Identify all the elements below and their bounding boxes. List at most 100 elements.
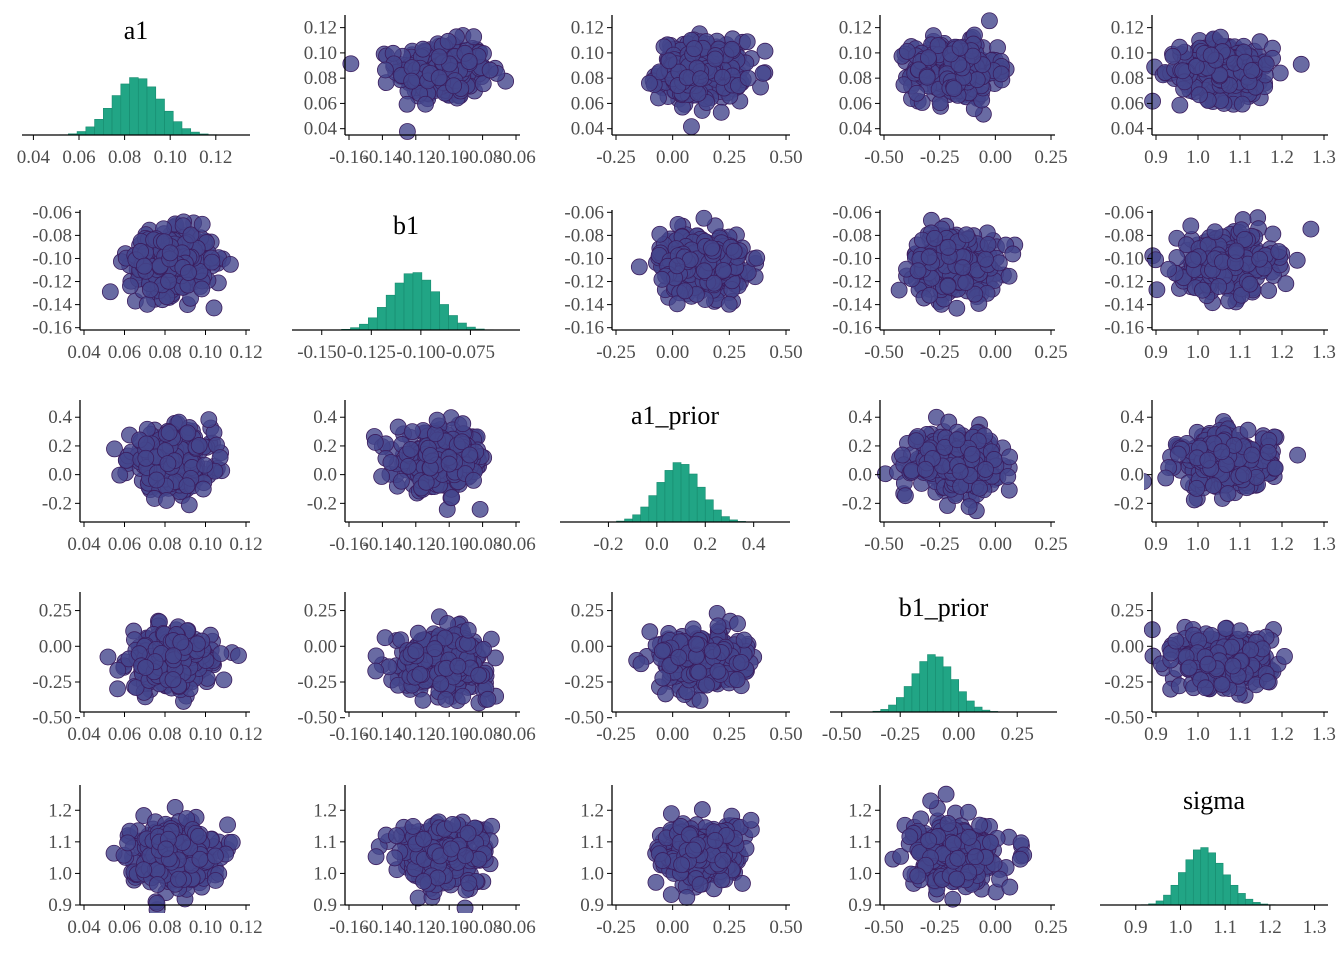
scatter-point — [1278, 276, 1294, 292]
scatter-point — [909, 85, 925, 101]
y-tick-label: -0.12 — [832, 272, 872, 293]
scatter-point — [138, 450, 154, 466]
scatter-point — [165, 672, 181, 688]
scatter-point — [980, 237, 996, 253]
y-tick-label: 0.25 — [304, 601, 337, 622]
y-tick-label: 0.0 — [313, 465, 337, 486]
histogram-bar — [138, 79, 147, 135]
scatter-points — [368, 609, 504, 711]
histogram-bar — [404, 274, 413, 330]
y-tick-label: -0.08 — [32, 225, 72, 246]
x-tick-label: -0.25 — [596, 147, 636, 168]
scatter-point — [1228, 243, 1244, 259]
scatter-point — [180, 425, 196, 441]
scatter-point — [1293, 56, 1309, 72]
histogram-bar — [413, 273, 422, 330]
scatter-point — [927, 230, 943, 246]
y-tick-label: 0.00 — [304, 636, 337, 657]
scatter-point — [161, 424, 177, 440]
x-tick-label: -0.125 — [347, 342, 396, 363]
y-tick-label: -0.2 — [842, 493, 872, 514]
y-tick-label: -0.10 — [32, 248, 72, 269]
x-tick-label: 0.04 — [67, 342, 101, 363]
scatter-point — [455, 416, 471, 432]
x-tick-label: 1.2 — [1270, 534, 1294, 555]
y-tick-label: -0.06 — [32, 202, 72, 223]
scatter-point — [377, 630, 393, 646]
y-tick-label: -0.14 — [832, 295, 872, 316]
scatter-point — [652, 226, 668, 242]
scatter-point — [180, 265, 196, 281]
scatter-point — [946, 81, 962, 97]
scatter-point — [446, 78, 462, 94]
x-tick-label: -0.25 — [920, 147, 960, 168]
scatter-point — [919, 69, 935, 85]
scatter-point — [466, 472, 482, 488]
histogram-bar — [182, 129, 191, 135]
histogram-bar — [633, 515, 641, 522]
scatter-point — [964, 446, 980, 462]
x-tick-label: 0.4 — [742, 534, 766, 555]
scatter-point — [415, 41, 431, 57]
y-tick-label: -0.14 — [1104, 295, 1144, 316]
scatter-point — [431, 70, 447, 86]
y-tick-label: 0.12 — [839, 18, 872, 39]
x-tick-label: 0.12 — [229, 724, 262, 745]
scatter-panel-a1_prior-vs-b1: -0.16-0.14-0.12-0.10-0.08-0.06-0.20.00.2… — [307, 400, 536, 555]
scatter-point — [740, 70, 756, 86]
scatter-point — [142, 282, 158, 298]
x-tick-label: 0.00 — [979, 534, 1012, 555]
scatter-point — [696, 210, 712, 226]
scatter-point — [1234, 96, 1250, 112]
histogram-bar — [458, 323, 467, 330]
x-tick-label: 0.9 — [1144, 147, 1168, 168]
x-tick-label: 0.25 — [1034, 534, 1067, 555]
x-tick-label: -0.2 — [593, 534, 623, 555]
x-tick-label: 1.3 — [1312, 534, 1336, 555]
x-tick-label: -0.50 — [864, 342, 904, 363]
y-tick-label: 0.04 — [839, 119, 873, 140]
scatter-point — [993, 66, 1009, 82]
histogram-bar — [440, 304, 449, 330]
scatter-point — [977, 251, 993, 267]
scatter-point — [179, 478, 195, 494]
scatter-point — [138, 436, 154, 452]
scatter-point — [1203, 47, 1219, 63]
histogram-bar — [95, 119, 104, 135]
histogram-bar — [121, 84, 130, 135]
scatter-point — [201, 412, 217, 428]
y-tick-label: -0.16 — [1104, 318, 1144, 339]
histogram-bar — [112, 96, 121, 135]
scatter-point — [476, 641, 492, 657]
scatter-point — [713, 104, 729, 120]
x-tick-label: 0.9 — [1144, 342, 1168, 363]
scatter-point — [480, 691, 496, 707]
scatter-point — [195, 481, 211, 497]
scatter-point — [894, 447, 910, 463]
scatter-point — [162, 245, 178, 261]
scatter-points — [106, 412, 229, 513]
panel-title-a1: a1 — [124, 16, 149, 45]
y-tick-label: 0.10 — [839, 43, 872, 64]
scatter-point — [159, 492, 175, 508]
x-tick-label: -0.25 — [920, 534, 960, 555]
scatter-points — [343, 28, 514, 140]
scatter-point — [438, 691, 454, 707]
scatter-point — [374, 469, 390, 485]
scatter-point — [403, 441, 419, 457]
x-tick-label: 0.00 — [979, 147, 1012, 168]
scatter-point — [958, 275, 974, 291]
scatter-point — [1290, 447, 1306, 463]
y-tick-label: -0.50 — [32, 708, 72, 729]
x-tick-label: 1.1 — [1228, 342, 1252, 363]
x-tick-label: 0.12 — [229, 534, 262, 555]
scatter-point — [631, 259, 647, 275]
scatter-point — [693, 71, 709, 87]
scatter-point — [399, 123, 415, 139]
scatter-point — [1258, 56, 1274, 72]
scatter-point — [194, 281, 210, 297]
x-tick-label: 0.10 — [189, 342, 222, 363]
scatter-point — [677, 283, 693, 299]
